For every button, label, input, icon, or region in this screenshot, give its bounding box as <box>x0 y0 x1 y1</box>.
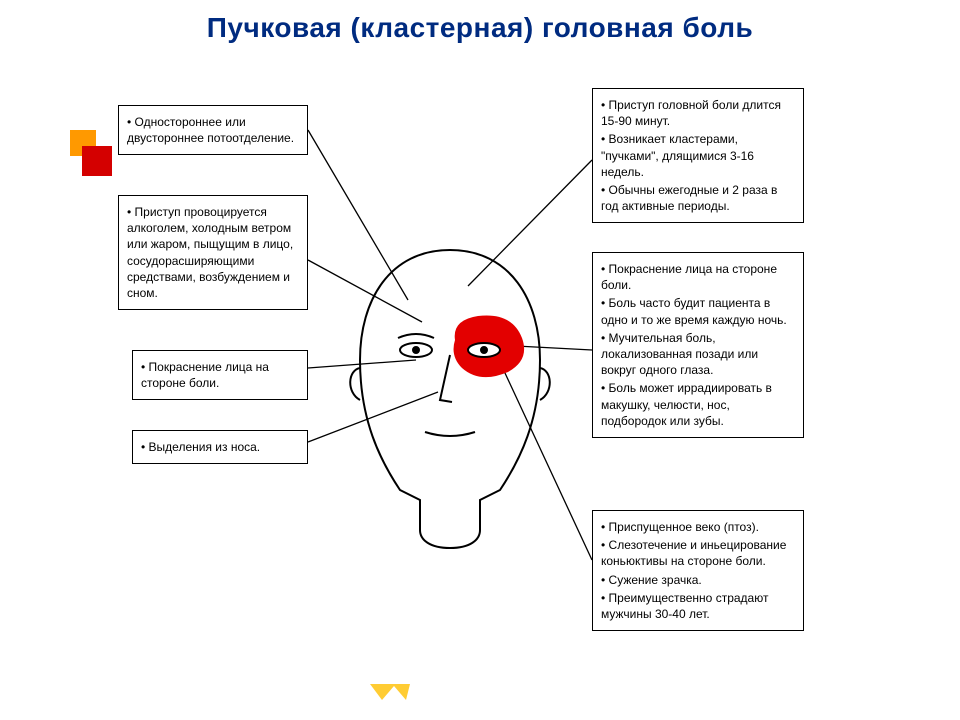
callout-item: Приспущенное веко (птоз). <box>601 519 795 535</box>
callout-item: Преимущественно страдают мужчины 30-40 л… <box>601 590 795 622</box>
callout-left-2: Приступ провоцируется алкоголем, холодны… <box>118 195 308 310</box>
callout-item: Покраснение лица на стороне боли. <box>141 359 299 391</box>
callout-left-4: Выделения из носа. <box>132 430 308 464</box>
callout-item: Боль может иррадииро­вать в макушку, чел… <box>601 380 795 429</box>
callout-right-3: Приспущенное веко (птоз). Слезотечение и… <box>592 510 804 631</box>
callout-item: Покраснение лица на стороне боли. <box>601 261 795 293</box>
pain-spot <box>454 315 525 377</box>
callout-item: Одностороннее или двустороннее потоотдел… <box>127 114 299 146</box>
callout-item: Слезотечение и иньецирование коньюктивы … <box>601 537 795 569</box>
callout-item: Обычны ежегодные и 2 раза в год активные… <box>601 182 795 214</box>
callout-item: Возникает кластерами, "пучками", длящими… <box>601 131 795 180</box>
callout-item: Приступ головной боли длится 15-90 минут… <box>601 97 795 129</box>
page-title: Пучковая (кластерная) головная боль <box>0 12 960 44</box>
callout-right-2: Покраснение лица на стороне боли. Боль ч… <box>592 252 804 438</box>
decoration-square-red <box>82 146 112 176</box>
callout-item: Приступ провоцируется алкоголем, холодны… <box>127 204 299 301</box>
head-illustration <box>350 250 550 548</box>
callout-right-1: Приступ головной боли длится 15-90 минут… <box>592 88 804 223</box>
decoration-bottom <box>370 684 410 700</box>
callout-item: Сужение зрачка. <box>601 572 795 588</box>
callout-left-3: Покраснение лица на стороне боли. <box>132 350 308 400</box>
callout-item: Выделения из носа. <box>141 439 299 455</box>
callout-item: Боль часто будит пациента в одно и то же… <box>601 295 795 327</box>
callout-left-1: Одностороннее или двустороннее потоотдел… <box>118 105 308 155</box>
callout-item: Мучительная боль, локализованная позади … <box>601 330 795 379</box>
